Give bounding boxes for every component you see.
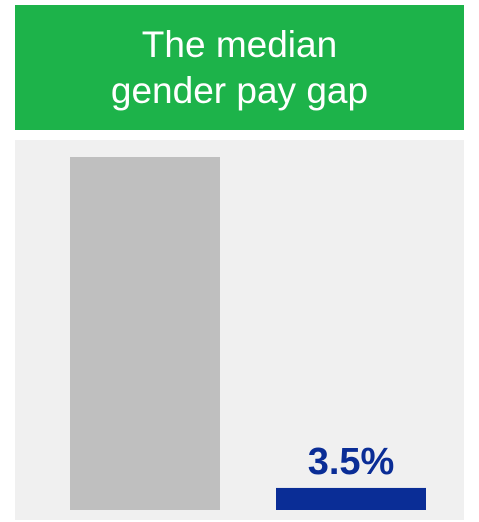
bar: [276, 487, 426, 510]
header: The median gender pay gap: [15, 5, 464, 130]
bar: [70, 157, 220, 510]
value-label: 3.5%: [308, 441, 395, 483]
chart-title: The median gender pay gap: [110, 23, 369, 111]
